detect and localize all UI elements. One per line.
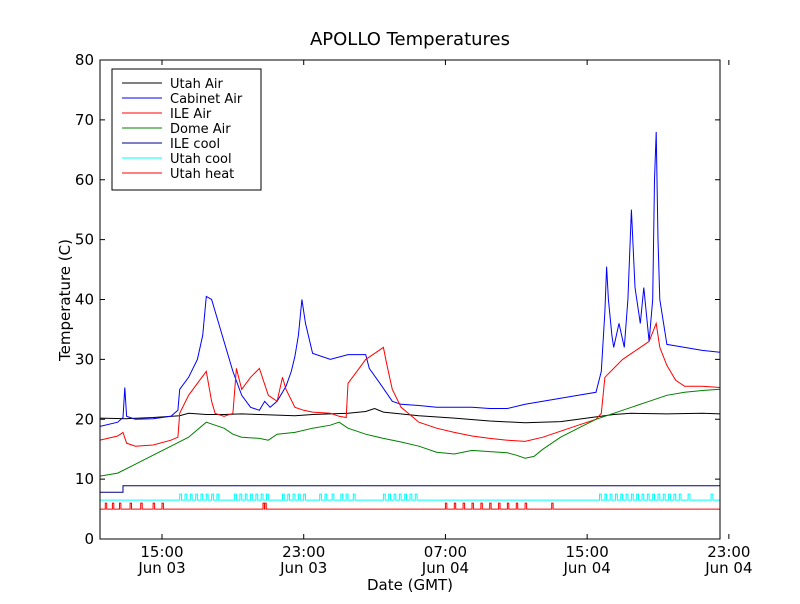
y-tick-label: 70 [75, 111, 94, 129]
y-axis-label: Temperature (C) [56, 239, 74, 362]
series-line-utah-air [100, 407, 720, 424]
y-tick-label: 10 [75, 470, 94, 488]
x-tick-label-date: Jun 04 [562, 559, 610, 577]
y-tick-label: 40 [75, 291, 94, 309]
x-tick-label-date: Jun 04 [704, 559, 752, 577]
series-line-ile-air [100, 321, 720, 447]
legend-label: Utah cool [170, 152, 232, 167]
series-line-cabinet-air [100, 131, 720, 427]
legend-label: Dome Air [170, 122, 231, 137]
legend-box [111, 68, 262, 191]
series-line-dome-air [100, 388, 720, 477]
y-tick-label: 0 [84, 530, 94, 548]
x-tick-label-time: 15:00 [566, 543, 609, 561]
x-tick-label-date: Jun 03 [137, 559, 185, 577]
x-tick-label-time: 23:00 [707, 543, 750, 561]
y-tick-label: 20 [75, 410, 94, 428]
y-tick-label: 50 [75, 231, 94, 249]
legend-label: ILE cool [170, 137, 220, 152]
x-tick-label-date: Jun 04 [421, 559, 469, 577]
x-tick-label-time: 23:00 [282, 543, 325, 561]
series-line-utah-cool [100, 493, 720, 501]
x-axis-label: Date (GMT) [367, 576, 453, 594]
legend-label: Utah heat [170, 167, 234, 182]
series-line-ile-cool [100, 485, 720, 493]
legend-label: Utah Air [170, 77, 223, 92]
y-tick-label: 30 [75, 350, 94, 368]
legend-label: Cabinet Air [170, 92, 243, 107]
chart-title: APOLLO Temperatures [310, 29, 510, 50]
plot-frame [99, 59, 721, 540]
series-line-utah-heat [100, 502, 720, 510]
x-tick-label-time: 07:00 [424, 543, 467, 561]
x-tick-label-time: 15:00 [140, 543, 183, 561]
y-tick-label: 80 [75, 51, 94, 69]
legend-label: ILE Air [170, 107, 212, 122]
x-tick-label-date: Jun 03 [279, 559, 327, 577]
y-tick-label: 60 [75, 171, 94, 189]
